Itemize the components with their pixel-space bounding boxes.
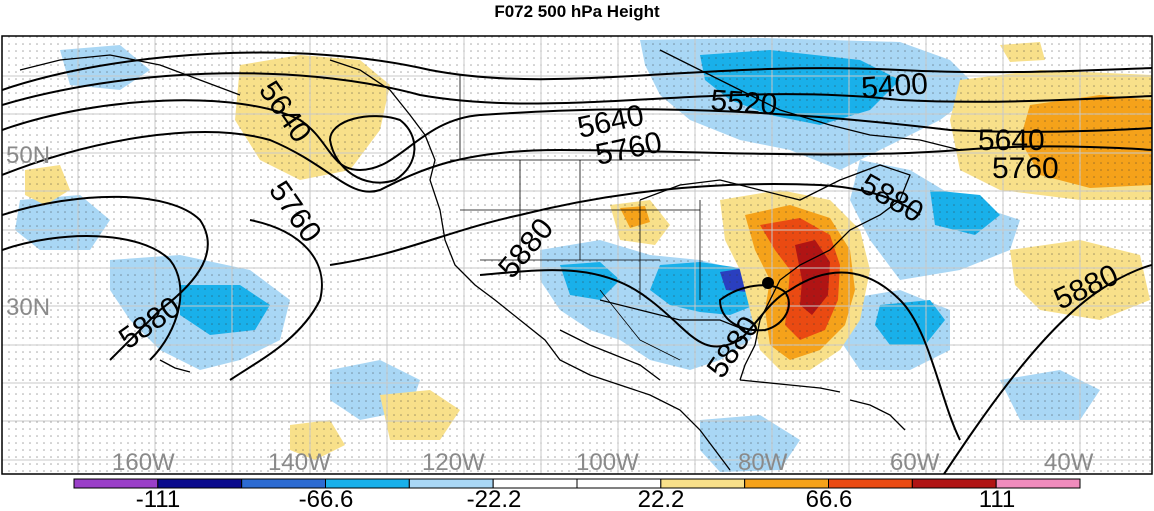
lon-label: 140W bbox=[268, 449, 331, 476]
contour-label: 5760 bbox=[992, 152, 1059, 185]
colorbar-label: -22.2 bbox=[467, 486, 522, 511]
colorbar-label: 111 bbox=[979, 486, 1015, 511]
lon-label: 120W bbox=[422, 449, 485, 476]
significance-stipple bbox=[2, 36, 1152, 474]
colorbar-label: -111 bbox=[136, 486, 180, 511]
lon-label: 40W bbox=[1044, 449, 1094, 476]
low-center-marker bbox=[762, 277, 774, 289]
coastlines bbox=[19, 49, 961, 471]
political-borders bbox=[450, 75, 701, 361]
contour-label: 5520 bbox=[710, 84, 779, 122]
lon-label: 100W bbox=[576, 449, 639, 476]
colorbar-swatch bbox=[995, 478, 1081, 489]
map-title: F072 500 hPa Height bbox=[494, 2, 660, 21]
graticule bbox=[2, 36, 1152, 474]
lon-label: 80W bbox=[738, 449, 788, 476]
contour-label: 5400 bbox=[860, 67, 929, 105]
colorbar-label: 22.2 bbox=[638, 486, 685, 511]
colorbar-label: -66.6 bbox=[299, 486, 354, 511]
contour-label: 5640 bbox=[978, 124, 1045, 157]
lat-label-50n: 50N bbox=[6, 142, 50, 169]
colorbar bbox=[73, 478, 1081, 489]
lon-label: 60W bbox=[890, 449, 940, 476]
colorbar-label: 66.6 bbox=[806, 486, 853, 511]
lon-label: 160W bbox=[112, 449, 175, 476]
map-frame bbox=[1, 35, 1153, 475]
lat-label-30n: 30N bbox=[6, 294, 50, 321]
height-contours bbox=[2, 51, 1152, 474]
